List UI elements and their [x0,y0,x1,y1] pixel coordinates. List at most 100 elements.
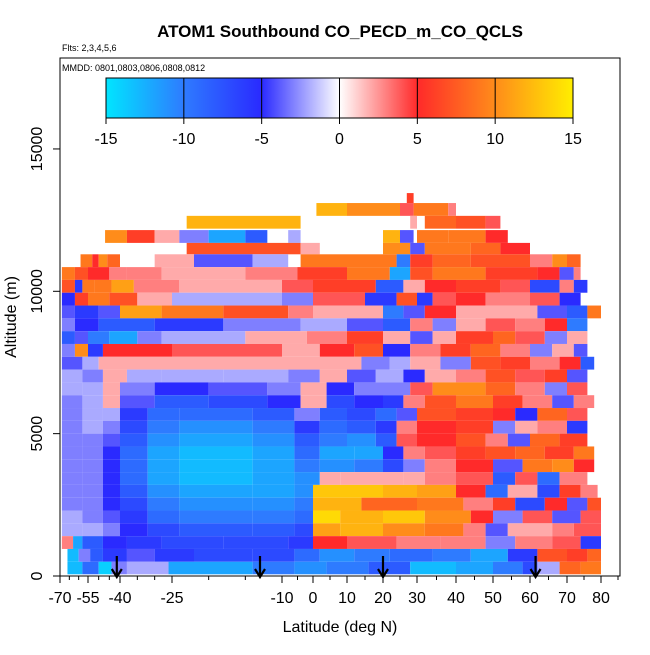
heatmap-cell [194,548,253,562]
heatmap-cell [573,459,595,473]
heatmap-cell [417,484,456,498]
heatmap-cell [223,536,289,549]
heatmap-cell [396,408,417,421]
heatmap-cell [82,369,103,383]
heatmap-cell [147,408,180,421]
heatmap-cell [147,484,180,498]
heatmap-cell [223,318,301,332]
heatmap-cell [417,433,456,447]
heatmap-cell [456,408,493,421]
heatmap-cell [61,382,83,396]
heatmap-cell [410,318,433,332]
heatmap-cell [82,356,99,370]
flight-arrow [529,556,542,580]
heatmap-cell [294,510,313,524]
heatmap-cell [440,536,486,549]
heatmap-cell [456,382,486,396]
heatmap-cell [82,395,103,409]
heatmap-cell [294,548,320,562]
heatmap-cell [223,369,289,383]
heatmap-cell [500,343,530,357]
heatmap-cell [61,536,74,549]
heatmap-cell [252,472,295,485]
colorbar-tick-label: 0 [335,131,344,148]
heatmap-cell [61,305,75,319]
heatmap-cell [383,395,404,409]
heatmap-cell [347,420,376,434]
heatmap-cell [245,331,307,344]
heatmap-cell [137,292,172,306]
heatmap-cell [179,497,253,511]
heatmap-cell [300,254,397,268]
heatmap-cell [417,420,456,434]
heatmap-cell [522,510,553,524]
heatmap-cell [102,536,127,549]
heatmap-cell [154,230,180,243]
x-tick-label: 10 [338,590,356,607]
heatmap-cell [396,536,441,549]
heatmap-cell [456,331,493,344]
heatmap-cell [544,369,567,383]
x-tick-label: 70 [558,590,576,607]
heatmap-cell [410,254,433,268]
heatmap-cell [98,305,120,319]
heatmap-cell [485,230,508,243]
heatmap-cell [147,433,180,447]
heatmap-cell [424,395,456,409]
heatmap-cell [120,472,148,485]
heatmap-cell [354,343,383,357]
flight-arrow [110,556,123,580]
heatmap-cell [537,561,560,575]
heatmap-cell [515,472,538,485]
heatmap-cell [186,215,301,229]
heatmap-cell [300,395,327,409]
heatmap-cell [559,356,581,370]
heatmap-cell [493,459,523,473]
colorbar-tick-label: -15 [94,131,117,148]
heatmap-cell [82,510,103,524]
heatmap-cell [98,561,112,575]
heatmap-cell [288,536,313,549]
heatmap-cell [102,382,120,396]
heatmap-cell [383,446,404,460]
heatmap-cell [389,356,411,370]
heatmap-cell [105,230,127,243]
heatmap-cell [573,279,588,293]
heatmap-cell [552,343,574,357]
heatmap-cell [544,497,567,511]
heatmap-cell [432,548,471,562]
heatmap-cell [544,446,574,460]
heatmap-cell [573,446,595,460]
heatmap-cell [573,343,588,357]
heatmap-cell [74,305,99,319]
heatmap-cell [530,292,560,306]
heatmap-cell [410,242,425,255]
heatmap-cell [493,497,516,511]
heatmap-cell [515,331,545,344]
x-tick-label: 0 [309,590,318,607]
heatmap-cell [78,548,91,562]
heatmap-cell [61,433,83,447]
heatmap-cell [567,331,588,344]
heatmap-cell [74,279,83,293]
heatmap-cell [179,472,253,485]
heatmap-cell [456,561,493,575]
heatmap-cell [179,420,253,434]
heatmap-cell [383,472,404,485]
heatmap-cell [493,510,523,524]
heatmap-cell [82,382,103,396]
heatmap-cell [74,318,99,332]
heatmap-cell [507,548,538,562]
heatmap-cell [102,510,120,524]
y-axis: 0 5000 10000 15000 [29,127,60,580]
heatmap-cell [154,395,209,409]
heatmap-cell [347,331,383,344]
heatmap-cell [252,408,295,421]
heatmap-cell [120,305,162,319]
heatmap-cell [319,369,347,383]
heatmap-cell [306,331,347,344]
heatmap-cell [456,305,493,319]
heatmap-cell [485,292,530,306]
heatmap-cell [375,369,404,383]
heatmap-cell [424,279,456,293]
